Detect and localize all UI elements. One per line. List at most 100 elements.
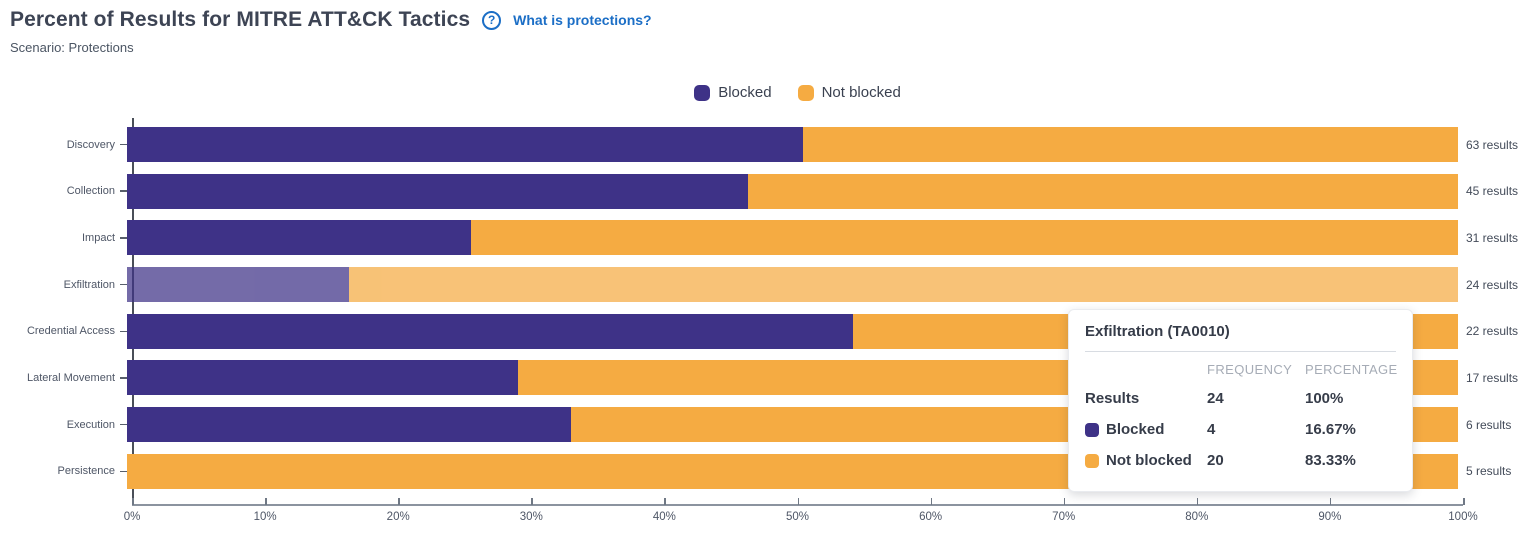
y-axis-line <box>132 118 134 505</box>
tooltip-row-label-text: Blocked <box>1106 421 1165 438</box>
tooltip-divider <box>1085 351 1396 352</box>
tooltip: Exfiltration (TA0010) FREQUENCY PERCENTA… <box>1068 309 1413 492</box>
legend-swatch <box>694 84 711 101</box>
stacked-bar[interactable] <box>127 220 1458 256</box>
y-axis-tick <box>120 470 127 473</box>
tooltip-col-frequency: FREQUENCY <box>1207 362 1293 377</box>
x-axis-tick-label: 60% <box>919 511 943 523</box>
x-axis-tick <box>797 498 799 505</box>
legend-label: Not blocked <box>821 84 901 101</box>
results-count-label: 5 results <box>1466 464 1512 479</box>
x-axis-tick-label: 10% <box>253 511 277 523</box>
legend-item-not-blocked[interactable]: Not blocked <box>797 84 901 101</box>
y-axis-tick <box>120 330 127 332</box>
x-axis-tick <box>1463 498 1465 505</box>
bar-row: Collection 45 results <box>0 173 1536 209</box>
results-count-label: 6 results <box>1466 417 1512 432</box>
blocked-segment[interactable] <box>127 407 571 443</box>
y-axis-tick <box>120 237 127 239</box>
chart-legend: Blocked Not blocked <box>132 84 1463 101</box>
tooltip-frequency-value: 4 <box>1207 421 1216 438</box>
what-is-protections-link[interactable]: What is protections? <box>513 12 652 28</box>
x-axis-tick <box>930 498 933 505</box>
x-axis-tick <box>1063 498 1066 505</box>
x-axis-tick-label: 40% <box>652 511 676 523</box>
x-axis-tick-label: 0% <box>123 511 141 523</box>
results-count-label: 17 results <box>1466 370 1519 385</box>
scenario-subtitle: Scenario: Protections <box>10 40 134 55</box>
not-blocked-segment[interactable] <box>748 173 1458 209</box>
results-count-label: 24 results <box>1466 277 1519 292</box>
tooltip-row-label-text: Not blocked <box>1106 452 1192 469</box>
x-axis-tick-label: 70% <box>1052 511 1076 523</box>
y-axis-label: Discovery <box>66 138 115 151</box>
not-blocked-segment[interactable] <box>470 220 1458 256</box>
results-count-label: 63 results <box>1466 137 1519 152</box>
legend-label: Blocked <box>718 84 772 101</box>
blocked-segment[interactable] <box>127 313 854 349</box>
tooltip-swatch <box>1085 453 1099 468</box>
tooltip-row-label: Blocked <box>1085 414 1207 445</box>
tooltip-percentage-value: 83.33% <box>1305 452 1356 469</box>
legend-item-blocked[interactable]: Blocked <box>694 84 772 101</box>
question-circle-icon[interactable]: ? <box>482 10 502 30</box>
bar-row: Impact 31 results <box>0 220 1536 256</box>
y-axis-tick <box>120 190 127 192</box>
x-axis-tick <box>132 498 134 505</box>
y-axis-label: Credential Access <box>26 325 115 338</box>
x-axis-tick-label: 20% <box>386 511 410 523</box>
tooltip-title: Exfiltration (TA0010) <box>1085 323 1230 340</box>
results-count-label: 22 results <box>1466 324 1519 339</box>
blocked-segment[interactable] <box>127 173 749 209</box>
legend-swatch <box>797 84 814 101</box>
stacked-bar[interactable] <box>127 173 1458 209</box>
y-axis-label: Persistence <box>57 465 115 478</box>
blocked-segment[interactable] <box>127 360 519 396</box>
header: Percent of Results for MITRE ATT&CK Tact… <box>10 8 652 32</box>
y-axis-label: Execution <box>66 418 115 431</box>
stacked-bar[interactable] <box>127 127 1458 162</box>
tooltip-frequency-value: 24 <box>1207 390 1224 407</box>
x-axis-tick <box>265 498 267 505</box>
x-axis-tick-label: 90% <box>1318 511 1342 523</box>
blocked-segment[interactable] <box>127 127 803 162</box>
y-axis-tick <box>120 143 127 146</box>
blocked-segment[interactable] <box>127 267 349 303</box>
x-axis-tick-label: 30% <box>519 511 543 523</box>
tooltip-row-label: Results <box>1085 383 1207 414</box>
y-axis-label: Lateral Movement <box>26 371 115 384</box>
bar-row: Discovery 63 results <box>0 127 1536 162</box>
x-axis-tick-label: 50% <box>785 511 810 523</box>
y-axis-label: Exfiltration <box>63 278 115 291</box>
tooltip-table: FREQUENCY PERCENTAGE Results 24 100% Blocke… <box>1085 356 1398 476</box>
not-blocked-segment[interactable] <box>348 267 1458 303</box>
not-blocked-segment[interactable] <box>803 127 1458 162</box>
tooltip-col-spacer <box>1085 356 1207 383</box>
tooltip-swatch <box>1085 422 1099 437</box>
tooltip-col-percentage: PERCENTAGE <box>1305 362 1398 377</box>
y-axis-label: Impact <box>81 231 115 244</box>
bar-row: Exfiltration 24 results <box>0 267 1536 303</box>
tooltip-percentage-value: 100% <box>1305 390 1344 407</box>
x-axis-tick-label: 80% <box>1185 511 1209 523</box>
x-axis-line <box>132 504 1463 506</box>
x-axis-tick <box>398 498 400 505</box>
x-axis-tick <box>1196 498 1199 505</box>
tooltip-row-label-text: Results <box>1085 390 1140 407</box>
x-axis-tick <box>531 498 533 505</box>
tooltip-frequency-value: 20 <box>1207 452 1224 469</box>
page-title: Percent of Results for MITRE ATT&CK Tact… <box>10 8 471 31</box>
tooltip-row-label: Not blocked <box>1085 445 1207 476</box>
y-axis-tick <box>120 423 127 426</box>
stacked-bar[interactable] <box>127 267 1458 303</box>
results-count-label: 45 results <box>1466 184 1519 199</box>
y-axis-label: Collection <box>66 185 115 198</box>
x-axis-tick <box>1329 498 1332 505</box>
results-count-label: 31 results <box>1466 230 1519 245</box>
blocked-segment[interactable] <box>127 220 471 256</box>
y-axis-tick <box>120 377 127 379</box>
x-axis-tick-label: 100% <box>1448 511 1478 523</box>
y-axis-tick <box>120 283 127 286</box>
x-axis-tick <box>664 498 666 505</box>
